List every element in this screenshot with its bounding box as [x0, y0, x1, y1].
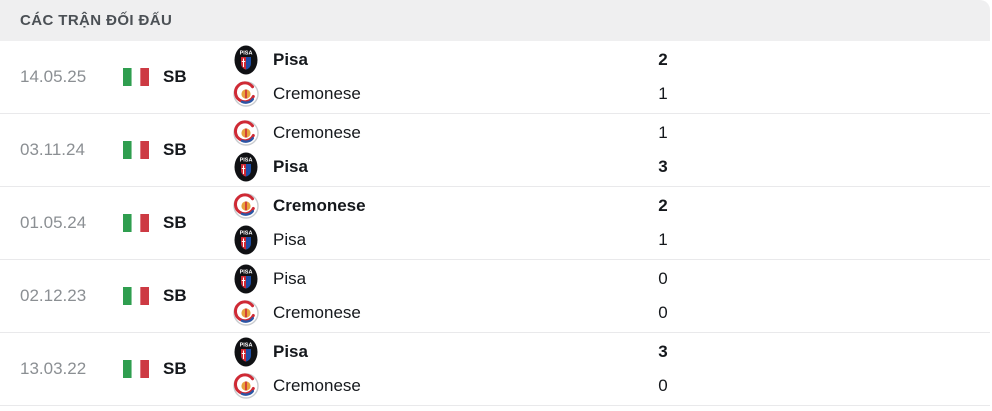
match-date: 13.03.22 — [20, 359, 87, 378]
teams: PISA Pisa 3 Cremonese 0 — [233, 333, 990, 405]
pisa-logo-icon: PISA — [233, 225, 259, 255]
match-date: 01.05.24 — [20, 213, 87, 232]
svg-text:PISA: PISA — [240, 269, 253, 275]
match-date: 03.11.24 — [20, 140, 85, 159]
svg-text:PISA: PISA — [240, 231, 253, 237]
team-name: Cremonese — [273, 376, 361, 396]
cremonese-logo-icon — [233, 79, 259, 109]
team-score: 3 — [658, 341, 668, 361]
team-score: 3 — [658, 157, 668, 177]
pisa-logo-icon: PISA — [233, 264, 259, 294]
team-score: 0 — [658, 376, 668, 396]
team-score: 1 — [658, 230, 668, 250]
match-row[interactable]: 13.03.22 SB PISA Pisa 3 Cremonese 0 — [0, 333, 990, 406]
pisa-logo-icon: PISA — [233, 152, 259, 182]
team-score: 2 — [658, 49, 668, 69]
cremonese-logo-icon — [233, 298, 259, 328]
team-line: Cremonese 2 — [233, 190, 990, 222]
team-name: Pisa — [273, 49, 308, 69]
italy-flag-icon — [123, 141, 149, 159]
teams: PISA Pisa 2 Cremonese 1 — [233, 41, 990, 113]
team-line: PISA Pisa 0 — [233, 263, 990, 295]
match-row[interactable]: 14.05.25 SB PISA Pisa 2 Cremonese 1 — [0, 41, 990, 114]
match-row[interactable]: 03.11.24 SB Cremonese 1 PISA Pisa 3 — [0, 114, 990, 187]
team-name: Cremonese — [273, 195, 366, 215]
matches-list: 14.05.25 SB PISA Pisa 2 Cremonese 1 03.1… — [0, 41, 990, 406]
section-header: CÁC TRẬN ĐỐI ĐẤU — [0, 0, 990, 41]
team-line: Cremonese 0 — [233, 297, 990, 329]
team-line: PISA Pisa 1 — [233, 224, 990, 256]
league-label: SB — [163, 67, 187, 86]
match-date: 14.05.25 — [20, 67, 87, 86]
team-line: PISA Pisa 3 — [233, 336, 990, 368]
italy-flag-icon — [123, 214, 149, 232]
team-score: 2 — [658, 195, 668, 215]
section-title: CÁC TRẬN ĐỐI ĐẤU — [20, 12, 173, 29]
team-line: PISA Pisa 2 — [233, 44, 990, 76]
league-label: SB — [163, 286, 187, 305]
pisa-logo-icon: PISA — [233, 337, 259, 367]
team-score: 1 — [658, 84, 668, 104]
team-name: Pisa — [273, 230, 307, 250]
italy-flag-icon — [123, 68, 149, 86]
team-line: Cremonese 0 — [233, 370, 990, 402]
team-name: Cremonese — [273, 122, 361, 142]
teams: Cremonese 2 PISA Pisa 1 — [233, 187, 990, 259]
cremonese-logo-icon — [233, 371, 259, 401]
league-label: SB — [163, 359, 187, 378]
match-date: 02.12.23 — [20, 286, 87, 305]
svg-text:PISA: PISA — [240, 158, 253, 164]
match-row[interactable]: 02.12.23 SB PISA Pisa 0 Cremonese 0 — [0, 260, 990, 333]
svg-text:PISA: PISA — [240, 342, 253, 348]
team-name: Pisa — [273, 341, 308, 361]
italy-flag-icon — [123, 360, 149, 378]
team-score: 1 — [658, 122, 668, 142]
italy-flag-icon — [123, 287, 149, 305]
team-score: 0 — [658, 303, 668, 323]
teams: PISA Pisa 0 Cremonese 0 — [233, 260, 990, 332]
team-name: Pisa — [273, 268, 307, 288]
teams: Cremonese 1 PISA Pisa 3 — [233, 114, 990, 186]
team-line: Cremonese 1 — [233, 117, 990, 149]
team-name: Cremonese — [273, 84, 361, 104]
match-row[interactable]: 01.05.24 SB Cremonese 2 PISA Pisa 1 — [0, 187, 990, 260]
pisa-logo-icon: PISA — [233, 45, 259, 75]
team-name: Pisa — [273, 157, 308, 177]
team-score: 0 — [658, 268, 668, 288]
cremonese-logo-icon — [233, 191, 259, 221]
team-line: Cremonese 1 — [233, 78, 990, 110]
team-name: Cremonese — [273, 303, 361, 323]
team-line: PISA Pisa 3 — [233, 151, 990, 183]
svg-text:PISA: PISA — [240, 50, 253, 56]
cremonese-logo-icon — [233, 118, 259, 148]
league-label: SB — [163, 213, 187, 232]
league-label: SB — [163, 140, 187, 159]
